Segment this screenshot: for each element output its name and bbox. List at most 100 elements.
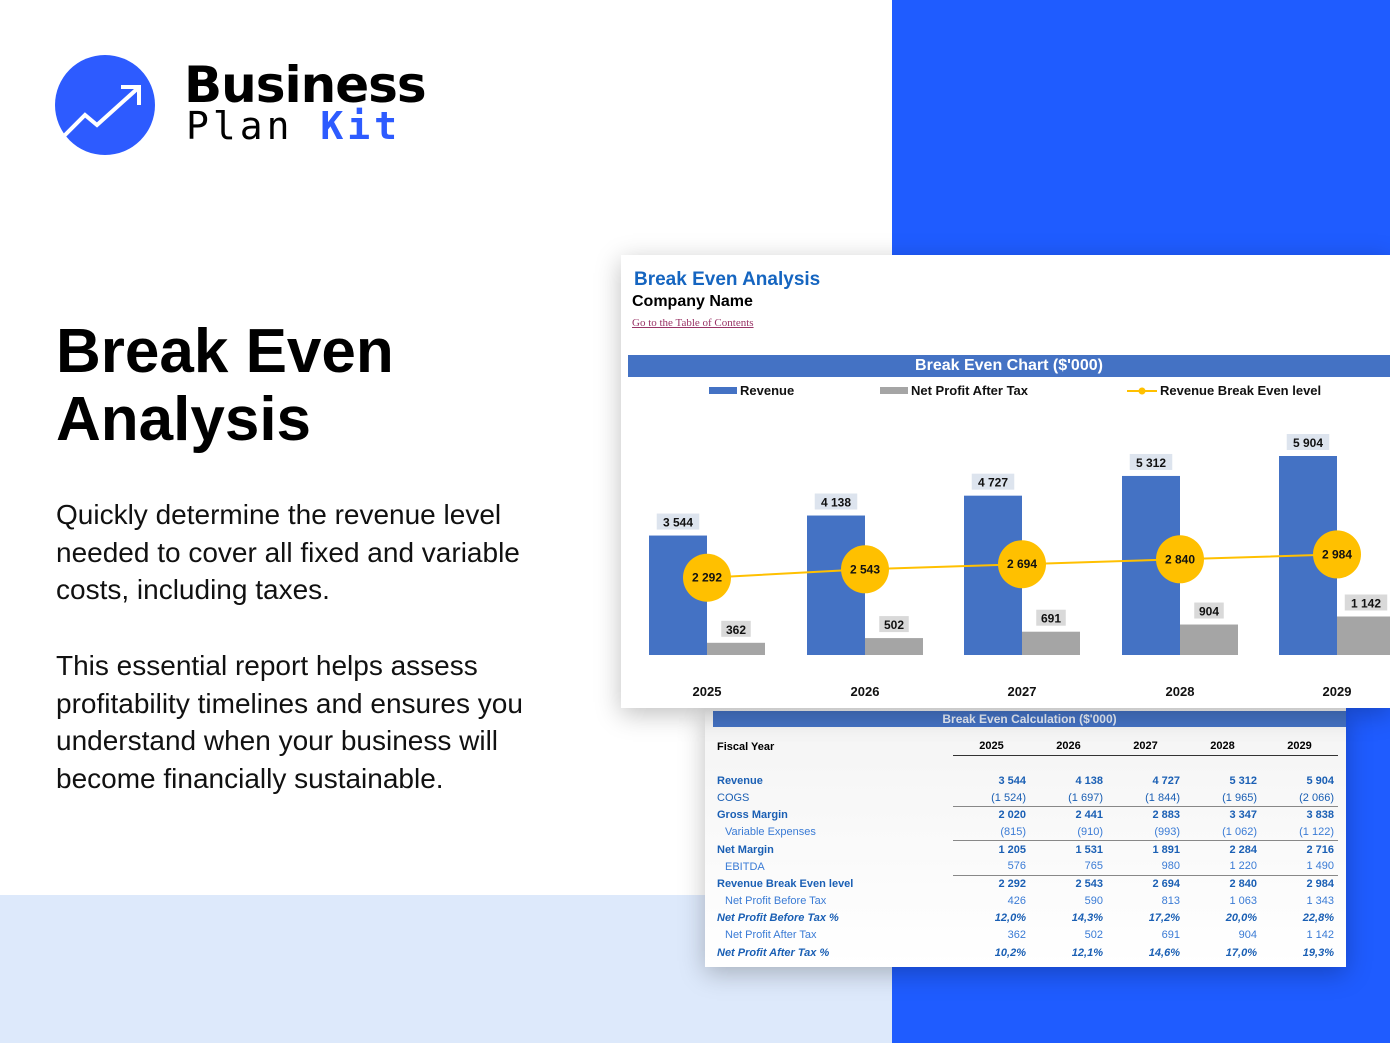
chart-card: Break Even Analysis Company Name Go to t… (621, 255, 1390, 708)
cell-value: 1 343 (1306, 895, 1334, 908)
x-axis-tick-label: 2026 (851, 684, 880, 699)
table-row: Net Profit After Tax 362 502 691 904 1 142 (713, 927, 1338, 944)
cell-value: 1 063 (1229, 895, 1257, 908)
break-even-point (841, 545, 889, 594)
table-row: Net Profit Before Tax % 12,0% 14,3% 17,2% 20… (713, 910, 1338, 927)
cell-value: 1 142 (1306, 929, 1334, 942)
row-label: COGS (717, 791, 750, 804)
year-header: 2026 (1030, 738, 1107, 756)
row-label: Revenue Break Even level (717, 877, 854, 890)
net-profit-bar (707, 642, 765, 655)
cell-value: 691 (1161, 929, 1180, 942)
table-row: EBITDA 576 765 980 1 220 1 490 (713, 858, 1338, 875)
cell-value: (910) (1077, 826, 1103, 839)
revenue-data-label-bg (1129, 453, 1173, 470)
cell-value: (1 697) (1068, 791, 1103, 804)
table-header-row: Fiscal Year 2025 2026 2027 2028 2029 (713, 738, 1338, 756)
row-label: Net Margin (717, 843, 774, 856)
table-row: COGS (1 524) (1 697) (1 844) (1 965) (2 066) (713, 789, 1338, 806)
row-label: Net Profit After Tax % (717, 946, 830, 959)
cell-value: (1 062) (1222, 826, 1257, 839)
cell-value: 1 220 (1229, 860, 1257, 873)
break-even-data-label: 2 543 (850, 562, 880, 576)
cell-value: 502 (1084, 929, 1103, 942)
legend-swatch (880, 387, 908, 394)
sheet-title: Break Even Analysis (634, 269, 821, 290)
cell-value: (2 066) (1299, 791, 1334, 804)
cell-value: 2 284 (1184, 840, 1261, 859)
legend-line-marker-icon (1127, 387, 1157, 394)
cell-value: (1 524) (991, 791, 1026, 804)
break-even-chart: 3 544 362 2025 4 138 502 2026 4 727 691 2027 5 31… (649, 434, 1390, 699)
brand-name: Business (184, 56, 427, 114)
cell-value: 5 312 (1229, 774, 1257, 787)
table-row: Net Profit After Tax % 10,2% 12,1% 14,6% 17,… (713, 944, 1338, 961)
cell-value: 1 531 (1030, 840, 1107, 859)
break-even-point (683, 553, 731, 602)
cell-value: 2 883 (1107, 806, 1184, 824)
net-profit-data-label: 502 (884, 618, 904, 632)
net-profit-data-label-bg (1344, 594, 1388, 611)
revenue-data-label: 4 138 (821, 496, 851, 510)
company-name: Company Name (632, 293, 753, 310)
table-row: Net Profit Before Tax 426 590 813 1 063 1 343 (713, 893, 1338, 910)
year-header: 2027 (1107, 738, 1184, 756)
cell-value: 2 441 (1030, 806, 1107, 824)
cell-value: 426 (1007, 895, 1026, 908)
cell-value: 3 838 (1261, 806, 1338, 824)
cell-value: 17,2% (1148, 912, 1180, 925)
break-even-point (1156, 535, 1204, 584)
toc-link[interactable]: Go to the Table of Contents (632, 317, 754, 329)
hero-paragraph-2: This essential report helps assess profi… (56, 650, 523, 794)
cell-value: 2 543 (1030, 874, 1107, 893)
cell-value: 22,8% (1302, 912, 1334, 925)
cell-value: (1 844) (1145, 791, 1180, 804)
revenue-data-label: 5 904 (1293, 436, 1323, 450)
cell-value: 2 292 (953, 874, 1030, 893)
cell-value: 10,2% (994, 946, 1026, 959)
cell-value: 576 (1007, 860, 1026, 873)
break-even-data-label: 2 694 (1007, 557, 1037, 571)
cell-value: 590 (1084, 895, 1103, 908)
cell-value: 1 891 (1107, 840, 1184, 859)
cell-value: (1 122) (1299, 826, 1334, 839)
cell-value: 19,3% (1302, 946, 1334, 959)
table-row: Revenue 3 544 4 138 4 727 5 312 5 904 (713, 772, 1338, 789)
cell-value: 765 (1084, 860, 1103, 873)
table-row: Variable Expenses (815) (910) (993) (1 062) (… (713, 824, 1338, 841)
revenue-data-label-bg (971, 473, 1015, 490)
brand-plan: Plan (186, 104, 294, 148)
legend-label: Revenue Break Even level (1160, 383, 1322, 398)
break-even-data-label: 2 292 (692, 571, 722, 585)
net-profit-data-label-bg (1036, 609, 1066, 626)
row-label: Net Profit After Tax (725, 929, 817, 942)
revenue-data-label-bg (1286, 434, 1330, 450)
net-profit-data-label-bg (1194, 602, 1224, 619)
net-profit-bar (1022, 631, 1080, 655)
net-profit-data-label: 691 (1041, 612, 1061, 626)
legend-revenue: Revenue (709, 383, 794, 398)
cell-value: 3 544 (998, 774, 1026, 787)
hero-title: Break Even Analysis (56, 317, 394, 454)
cell-value: 1 490 (1306, 860, 1334, 873)
cell-value: 5 904 (1306, 774, 1334, 787)
cell-value: (1 965) (1222, 791, 1257, 804)
net-profit-data-label: 904 (1199, 605, 1219, 619)
net-profit-bar (1337, 616, 1390, 655)
cell-value: 3 347 (1184, 806, 1261, 824)
row-label: EBITDA (725, 860, 765, 873)
cell-value: 2 716 (1261, 840, 1338, 859)
break-even-point (998, 540, 1046, 589)
net-profit-data-label: 362 (726, 623, 746, 637)
revenue-data-label: 3 544 (663, 516, 693, 530)
cell-value: 2 984 (1261, 874, 1338, 893)
cell-value: 14,3% (1071, 912, 1103, 925)
break-even-point (1313, 530, 1361, 579)
table-card: Break Even Calculation ($'000) Fiscal Ye… (705, 708, 1346, 967)
net-profit-data-label-bg (879, 616, 909, 633)
row-label: Revenue (717, 774, 763, 787)
x-axis-tick-label: 2025 (693, 684, 722, 699)
legend-net-profit: Net Profit After Tax (880, 383, 1028, 398)
x-axis-tick-label: 2028 (1166, 684, 1195, 699)
row-label: Gross Margin (717, 809, 788, 822)
